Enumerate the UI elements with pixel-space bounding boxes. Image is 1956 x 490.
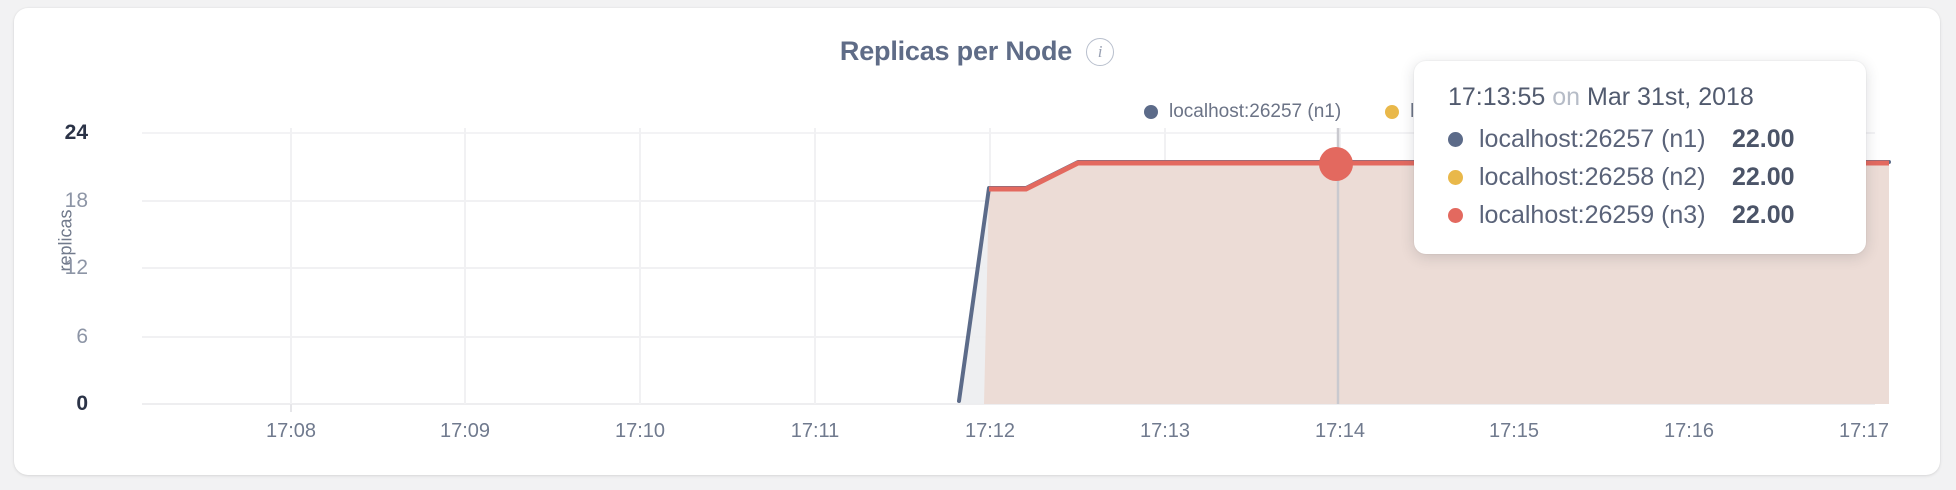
y-tick-24: 24 — [64, 121, 88, 144]
tooltip-dot-n1 — [1448, 132, 1463, 147]
x-tick-1712: 17:12 — [964, 420, 1016, 442]
chart-tooltip: 17:13:55 on Mar 31st, 2018 localhost:262… — [1414, 61, 1866, 254]
x-tick-1708: 17:08 — [265, 420, 317, 442]
highlight-point-marker[interactable] — [1319, 147, 1353, 181]
x-tick-1713: 17:13 — [1139, 420, 1191, 442]
x-tick-1715: 17:15 — [1488, 420, 1540, 442]
legend-label-n1: localhost:26257 (n1) — [1169, 101, 1342, 122]
tooltip-header: 17:13:55 on Mar 31st, 2018 — [1448, 83, 1836, 112]
x-tick-1717: 17:17 — [1838, 420, 1890, 442]
tooltip-label-n3: localhost:26259 (n3) — [1479, 201, 1706, 229]
x-tick-1709: 17:09 — [439, 420, 491, 442]
y-tick-0: 0 — [76, 392, 88, 415]
tooltip-row-n3: localhost:26259 (n3) 22.00 — [1448, 201, 1836, 230]
y-tick-18: 18 — [64, 189, 88, 212]
x-tick-1710: 17:10 — [614, 420, 666, 442]
tooltip-dot-n3 — [1448, 208, 1463, 223]
tooltip-dot-n2 — [1448, 170, 1463, 185]
legend-dot-n2 — [1385, 105, 1400, 119]
info-icon[interactable]: i — [1086, 37, 1115, 66]
replicas-per-node-card: Replicas per Node i — [14, 8, 1940, 475]
tooltip-value-n1: 22.00 — [1732, 125, 1795, 153]
x-tick-1716: 17:16 — [1663, 420, 1715, 442]
tooltip-label-n1: localhost:26257 (n1) — [1479, 125, 1706, 153]
tooltip-date: Mar 31st, 2018 — [1587, 83, 1754, 111]
tooltip-value-n2: 22.00 — [1732, 163, 1795, 191]
tooltip-label-n2: localhost:26258 (n2) — [1479, 163, 1706, 191]
legend-item-n1[interactable]: localhost:26257 (n1) — [1144, 101, 1341, 123]
tooltip-value-n3: 22.00 — [1732, 201, 1795, 229]
tooltip-row-n2: localhost:26258 (n2) 22.00 — [1448, 163, 1836, 192]
y-tick-6: 6 — [76, 325, 88, 348]
tooltip-on-word: on — [1552, 83, 1581, 111]
y-tick-12: 12 — [64, 256, 88, 279]
x-tick-1711: 17:11 — [790, 420, 840, 442]
x-tick-1714: 17:14 — [1314, 420, 1366, 442]
tooltip-time: 17:13:55 — [1448, 83, 1546, 111]
tooltip-row-n1: localhost:26257 (n1) 22.00 — [1448, 125, 1836, 154]
legend-dot-n1 — [1144, 105, 1158, 119]
